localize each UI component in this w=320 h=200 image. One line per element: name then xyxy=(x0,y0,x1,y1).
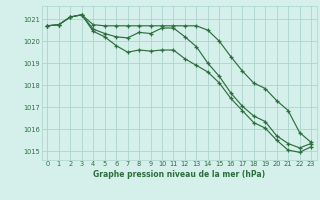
X-axis label: Graphe pression niveau de la mer (hPa): Graphe pression niveau de la mer (hPa) xyxy=(93,170,265,179)
